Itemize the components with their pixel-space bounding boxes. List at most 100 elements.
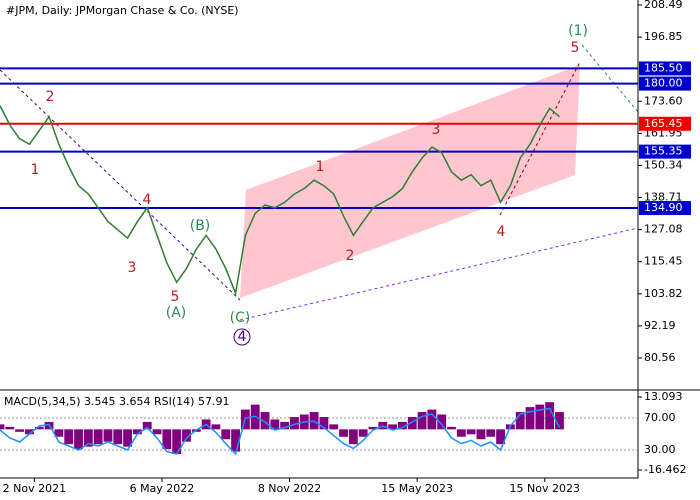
wave-label: 2 bbox=[346, 248, 355, 264]
y-tick-label: 127.08 bbox=[644, 223, 683, 236]
macd-bar bbox=[466, 429, 476, 435]
level-label-box bbox=[639, 76, 691, 91]
y-tick-label: 92.19 bbox=[644, 319, 676, 332]
macd-bar bbox=[64, 429, 74, 445]
y-tick-label: 208.49 bbox=[644, 0, 683, 11]
macd-bar bbox=[525, 407, 535, 430]
wave-label: 1 bbox=[316, 159, 325, 175]
macd-bar bbox=[427, 409, 437, 430]
level-label-box bbox=[639, 144, 691, 159]
wave-label: (A) bbox=[166, 305, 187, 321]
macd-bar bbox=[211, 424, 221, 430]
y-tick-label: 103.82 bbox=[644, 287, 683, 300]
macd-bar bbox=[270, 419, 280, 430]
wave-circle bbox=[233, 328, 251, 346]
x-tick-label: 6 May 2022 bbox=[130, 482, 195, 495]
macd-bar bbox=[15, 429, 25, 432]
macd-bar bbox=[555, 412, 564, 430]
level-label-box bbox=[639, 116, 691, 131]
x-tick-label: 8 Nov 2022 bbox=[258, 482, 321, 495]
y2-tick-label: 70.00 bbox=[644, 411, 676, 424]
macd-bar bbox=[476, 429, 486, 440]
macd-bar bbox=[132, 429, 142, 435]
y2-tick-label: 30.00 bbox=[644, 443, 676, 456]
chart-title: #JPM, Daily: JPMorgan Chase & Co. (NYSE) bbox=[6, 4, 239, 17]
level-label-box bbox=[639, 201, 691, 216]
macd-bar bbox=[54, 429, 64, 437]
macd-bar bbox=[456, 429, 466, 437]
macd-bar bbox=[407, 416, 417, 430]
y-tick-label: 80.56 bbox=[644, 351, 676, 364]
macd-bar bbox=[358, 429, 368, 437]
macd-bar bbox=[290, 416, 299, 430]
macd-bar bbox=[368, 426, 378, 430]
macd-bar bbox=[83, 429, 93, 447]
wave-label: 4 bbox=[238, 329, 247, 345]
macd-bar bbox=[25, 429, 34, 435]
macd-bar bbox=[398, 421, 407, 430]
macd-bar bbox=[486, 429, 496, 437]
y-tick-label: -16.462 bbox=[644, 463, 686, 476]
wave-label: 4 bbox=[497, 224, 506, 240]
level-label: 155.35 bbox=[644, 145, 683, 158]
trend-line bbox=[0, 69, 241, 301]
macd-bar bbox=[319, 416, 329, 430]
wave-label: 4 bbox=[143, 192, 152, 208]
trend-line bbox=[239, 227, 639, 321]
level-label-box bbox=[639, 61, 691, 76]
wave-label: 5 bbox=[571, 40, 580, 56]
wave-label: 5 bbox=[171, 289, 180, 305]
macd-bar bbox=[34, 426, 44, 430]
macd-bar bbox=[5, 426, 15, 430]
macd-bar bbox=[113, 429, 123, 445]
macd-bar bbox=[339, 429, 348, 437]
x-tick-label: 15 Nov 2023 bbox=[510, 482, 580, 495]
x-tick-label: 2 Nov 2021 bbox=[3, 482, 66, 495]
macd-bar bbox=[74, 429, 83, 450]
trend-line bbox=[581, 44, 639, 113]
macd-bar bbox=[329, 424, 339, 430]
macd-bar bbox=[172, 429, 182, 455]
macd-bar bbox=[260, 412, 270, 430]
macd-bar bbox=[142, 421, 152, 430]
macd-bar bbox=[535, 404, 545, 430]
macd-bar bbox=[0, 424, 5, 430]
macd-bar bbox=[388, 424, 398, 430]
y-tick-label: 196.85 bbox=[644, 30, 683, 43]
macd-bar bbox=[496, 429, 506, 445]
level-label: 185.50 bbox=[644, 61, 683, 74]
macd-bar bbox=[123, 429, 133, 447]
macd-bar bbox=[162, 429, 172, 450]
macd-bar bbox=[152, 429, 162, 435]
wave-label: 1 bbox=[31, 162, 40, 178]
macd-bar bbox=[280, 421, 290, 430]
wave-label: 3 bbox=[128, 260, 137, 276]
x-tick-label: 15 May 2023 bbox=[381, 482, 453, 495]
level-label: 134.90 bbox=[644, 201, 683, 214]
macd-bar bbox=[231, 429, 240, 452]
y-tick-label: 13.093 bbox=[644, 390, 683, 403]
trend-line bbox=[499, 61, 581, 216]
macd-bar bbox=[437, 414, 447, 430]
macd-bar bbox=[93, 429, 103, 445]
macd-bar bbox=[221, 429, 231, 440]
wave-label: (C) bbox=[230, 310, 251, 326]
macd-bar bbox=[545, 402, 555, 430]
macd-bar bbox=[447, 426, 456, 430]
macd-bar bbox=[182, 429, 191, 442]
price-line bbox=[0, 105, 560, 297]
rsi-line bbox=[0, 407, 561, 456]
wave-label: 3 bbox=[432, 122, 441, 138]
macd-bar bbox=[103, 429, 113, 442]
y-tick-label: 138.71 bbox=[644, 191, 683, 204]
y-tick-label: 115.45 bbox=[644, 255, 683, 268]
wave-label: (1) bbox=[568, 23, 588, 39]
y-tick-label: 150.34 bbox=[644, 158, 683, 171]
wave-label: 2 bbox=[46, 89, 55, 105]
macd-bar bbox=[348, 429, 358, 445]
macd-bar bbox=[417, 412, 427, 430]
level-label: 165.45 bbox=[644, 117, 683, 130]
indicator-title: MACD(5,34,5) 3.545 3.654 RSI(14) 57.91 bbox=[4, 395, 229, 408]
macd-bar bbox=[515, 412, 525, 430]
